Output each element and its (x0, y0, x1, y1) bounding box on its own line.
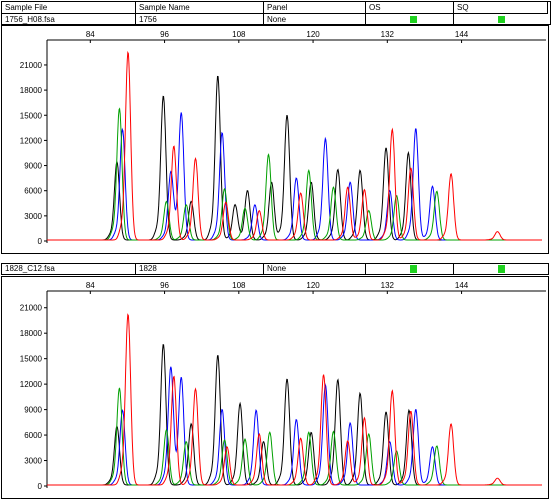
trace-red (47, 50, 542, 241)
sample-name-value[interactable]: 1756 (136, 13, 264, 24)
panel-value[interactable]: None (264, 264, 366, 274)
y-tick-label: 9000 (24, 406, 42, 415)
col-panel-label: Panel (264, 2, 366, 13)
y-tick-label: 12000 (20, 136, 43, 145)
os-status-flag-icon (410, 265, 417, 273)
y-tick-label: 9000 (24, 162, 42, 171)
electropherogram-1[interactable]: 84 96 108 120 132 144 0 3000 6000 9000 12000 15000 1… (1, 25, 549, 254)
os-flag-cell (366, 13, 454, 24)
x-tick-label: 120 (306, 281, 320, 290)
sample-header-1: Sample File Sample Name Panel OS SQ 1756… (1, 1, 551, 25)
y-tick-label: 6000 (24, 431, 42, 440)
y-tick-label: 15000 (20, 111, 43, 120)
y-tick-label: 18000 (20, 329, 43, 338)
trace-red (47, 313, 542, 486)
x-tick-label: 84 (86, 30, 95, 39)
x-tick-label: 144 (455, 30, 469, 39)
os-status-flag-icon (410, 16, 417, 23)
y-tick-label: 15000 (20, 355, 43, 364)
electropherogram-2[interactable]: 84 96 108 120 132 144 0 3000 6000 9000 12000 15000 1… (1, 276, 549, 499)
y-tick-label: 3000 (24, 457, 42, 466)
sq-flag-cell (454, 264, 548, 274)
y-tick-label: 0 (38, 482, 43, 491)
y-tick-label: 21000 (20, 61, 43, 70)
col-os-label: OS (366, 2, 454, 13)
y-tick-label: 21000 (20, 304, 43, 313)
col-sample-name-label: Sample Name (136, 2, 264, 13)
x-tick-label: 96 (160, 30, 169, 39)
sq-status-flag-icon (498, 265, 505, 273)
os-flag-cell (366, 264, 454, 274)
electropherogram-2-svg: 84 96 108 120 132 144 0 3000 6000 9000 12000 15000 1… (20, 281, 546, 491)
sq-status-flag-icon (498, 16, 505, 23)
y-tick-label: 6000 (24, 187, 42, 196)
sq-flag-cell (454, 13, 548, 24)
x-tick-label: 132 (381, 281, 395, 290)
sample-name-value[interactable]: 1828 (136, 264, 264, 274)
x-tick-label: 132 (381, 30, 395, 39)
electropherogram-1-svg: 84 96 108 120 132 144 0 3000 6000 9000 12000 15000 1… (20, 30, 546, 246)
y-tick-label: 3000 (24, 212, 42, 221)
col-sample-file-label: Sample File (2, 2, 136, 13)
sample-header-2: 1828_C12.fsa 1828 None (1, 263, 549, 275)
panel-value[interactable]: None (264, 13, 366, 24)
x-tick-label: 108 (232, 281, 246, 290)
x-tick-label: 96 (160, 281, 169, 290)
trace-black (47, 75, 542, 241)
x-tick-label: 84 (86, 281, 95, 290)
x-tick-label: 120 (306, 30, 320, 39)
x-tick-label: 108 (232, 30, 246, 39)
sample-file-value[interactable]: 1828_C12.fsa (2, 264, 136, 274)
sample-file-value[interactable]: 1756_H08.fsa (2, 13, 136, 24)
col-sq-label: SQ (454, 2, 548, 13)
y-tick-label: 18000 (20, 86, 43, 95)
y-tick-label: 0 (38, 237, 43, 246)
y-tick-label: 12000 (20, 380, 43, 389)
x-tick-label: 144 (455, 281, 469, 290)
